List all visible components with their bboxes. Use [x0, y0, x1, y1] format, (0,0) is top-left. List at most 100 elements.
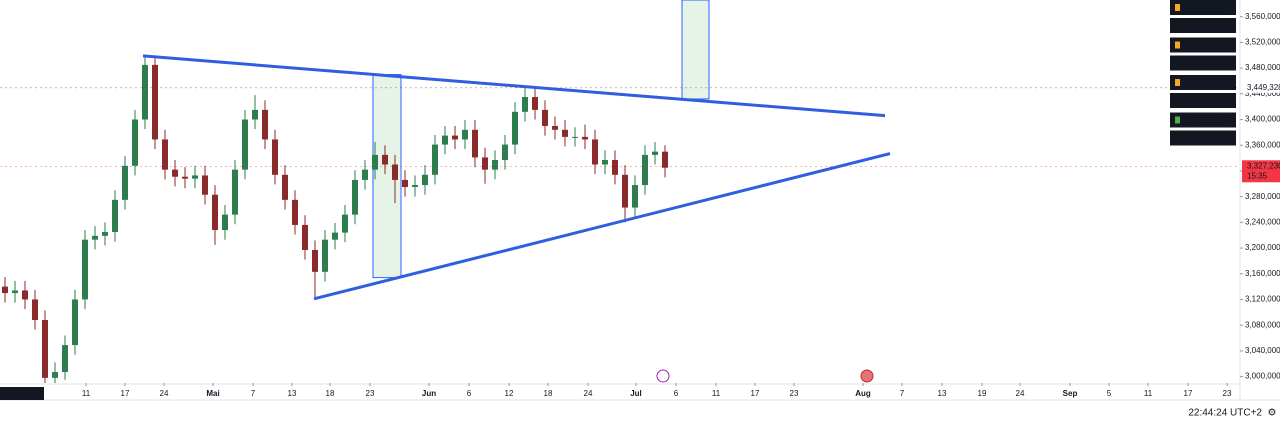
candle-body	[102, 231, 108, 236]
candle-body	[662, 151, 668, 168]
event-icon[interactable]	[656, 369, 670, 383]
candle-body	[162, 139, 168, 170]
x-tick-label: 7	[900, 389, 905, 398]
candle-body	[42, 320, 48, 378]
y-tick-label: 3,120,000	[1245, 295, 1280, 304]
cursor-badge	[0, 387, 44, 400]
y-tick-label: 3,000,000	[1245, 372, 1280, 381]
candle-body	[282, 174, 288, 200]
y-tick-label: 3,520,000	[1245, 38, 1280, 47]
panel-value-box	[1170, 18, 1236, 33]
candle-body	[342, 214, 348, 233]
candle-body	[22, 290, 28, 300]
x-tick-label: 13	[288, 389, 297, 398]
x-tick-label: 19	[978, 389, 987, 398]
x-tick-label: 24	[160, 389, 169, 398]
candle-body	[652, 151, 658, 155]
candle-body	[622, 174, 628, 208]
candle-body	[92, 235, 98, 240]
x-tick-label: 18	[544, 389, 553, 398]
x-tick-label: Jun	[422, 389, 436, 398]
panel-value: 2/5	[1197, 96, 1209, 105]
candle-body	[312, 249, 318, 272]
candle-body	[332, 232, 338, 240]
candle-body	[542, 109, 548, 126]
price-badge	[1242, 160, 1280, 183]
x-tick-label: 5	[1107, 389, 1112, 398]
candle-body	[112, 199, 118, 232]
candle-body	[262, 109, 268, 140]
candle-body	[122, 165, 128, 200]
candle-body	[142, 64, 148, 120]
candle-body	[302, 224, 308, 250]
x-tick-label: 23	[790, 389, 799, 398]
candle-body	[612, 160, 618, 175]
cursor-label: r '25 19:00	[2, 389, 40, 398]
candle-body	[502, 144, 508, 161]
zone-box	[681, 0, 710, 100]
panel-label-box	[1170, 37, 1236, 53]
candle-body	[12, 290, 18, 294]
candle-body	[362, 169, 368, 180]
y-tick-label: 3,080,000	[1245, 320, 1280, 329]
y-tick-label: 3,040,000	[1245, 346, 1280, 355]
x-tick-label: 13	[938, 389, 947, 398]
price-badge-time: 15:35	[1247, 171, 1268, 180]
price-badge-label: 3,327,230	[1247, 161, 1280, 170]
y-tick-label: 3,160,000	[1245, 269, 1280, 278]
candle-body	[172, 169, 178, 177]
candle-body	[402, 179, 408, 188]
trendline	[313, 152, 891, 301]
x-tick-label: Mai	[206, 389, 219, 398]
clock: 22:44:24 UTC+2	[1188, 408, 1262, 419]
y-tick-label: 3,440,000	[1245, 89, 1280, 98]
panel-value: 2/5	[1197, 21, 1209, 30]
candle-body	[372, 154, 378, 170]
y-tick-label: 3,280,000	[1245, 192, 1280, 201]
candle-body	[572, 136, 578, 138]
candle-body	[522, 97, 528, 112]
trendline	[142, 54, 886, 118]
candle-body	[412, 185, 418, 188]
x-tick-label: 7	[251, 389, 256, 398]
panel-label: Takeprofit 2	[1183, 40, 1225, 49]
candle-body	[422, 174, 428, 186]
candle-body	[512, 111, 518, 145]
candle-body	[352, 179, 358, 215]
x-tick-label: 24	[584, 389, 593, 398]
settings-icon[interactable]: ⚙	[1268, 408, 1277, 419]
x-tick-label: 17	[751, 389, 760, 398]
candle-body	[492, 160, 498, 170]
panel-icon	[1175, 41, 1180, 49]
candle-body	[582, 136, 588, 140]
x-tick-label: 23	[1223, 389, 1232, 398]
x-tick-label: 23	[366, 389, 375, 398]
panel-value: 40%	[1195, 133, 1211, 142]
x-tick-label: 17	[121, 389, 130, 398]
x-tick-label: 12	[505, 389, 514, 398]
candle-body	[462, 129, 468, 140]
panel-value-box	[1170, 55, 1236, 71]
flag-icon[interactable]	[860, 369, 874, 383]
panel-value-box	[1170, 130, 1236, 146]
candle-body	[2, 286, 8, 294]
price-badge-label: 3,449,328	[1247, 83, 1280, 92]
candle-body	[392, 164, 398, 180]
candle-body	[32, 299, 38, 321]
candle-body	[222, 214, 228, 231]
candle-body	[242, 119, 248, 170]
candle-body	[442, 135, 448, 145]
candle-body	[52, 372, 58, 378]
x-tick-label: 18	[326, 389, 335, 398]
x-tick-label: 11	[1144, 389, 1153, 398]
x-tick-label: Sep	[1063, 389, 1078, 398]
candle-body	[482, 157, 488, 170]
y-tick-label: 3,480,000	[1245, 63, 1280, 72]
x-tick-label: 11	[82, 389, 91, 398]
candle-body	[452, 135, 458, 140]
candle-body	[322, 239, 328, 272]
candle-body	[552, 125, 558, 130]
x-tick-label: Jul	[630, 389, 642, 398]
y-tick-label: 3,400,000	[1245, 115, 1280, 124]
